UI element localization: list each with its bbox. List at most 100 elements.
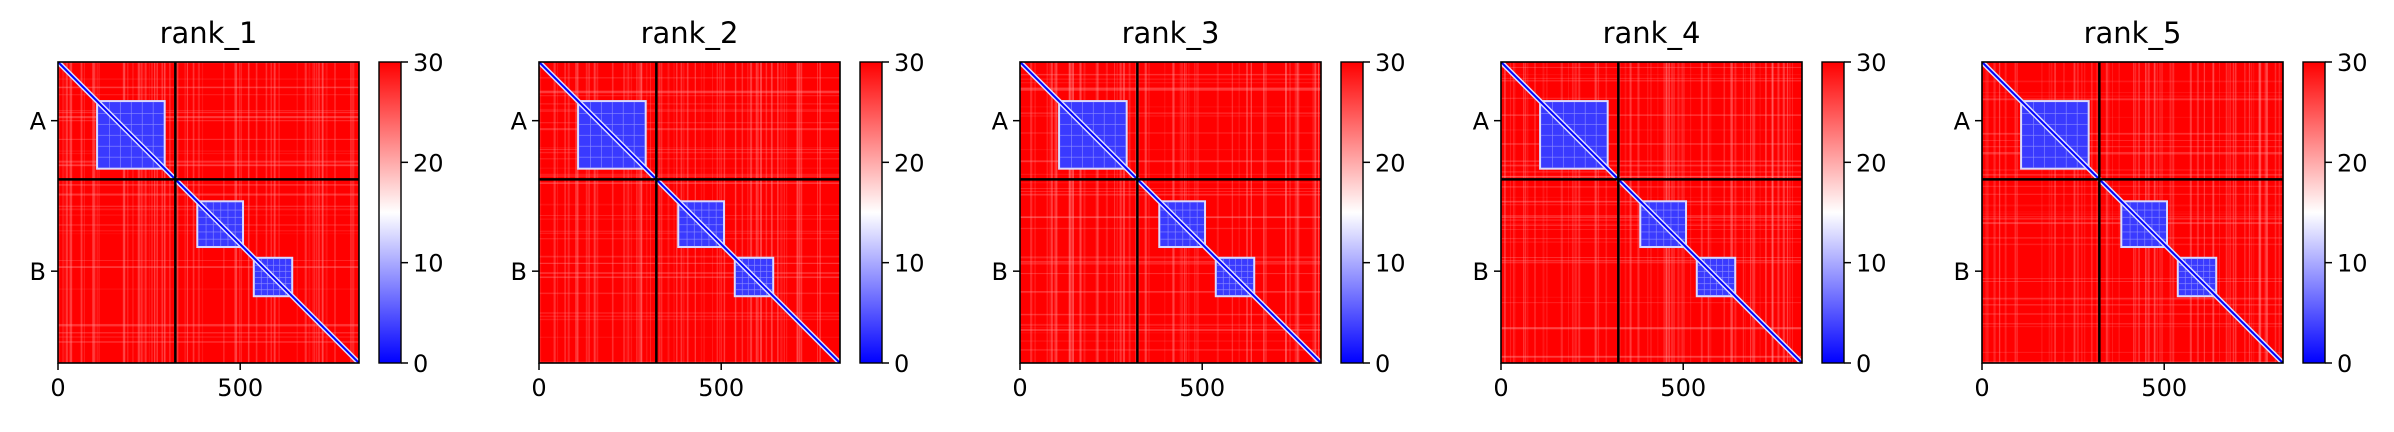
heatmap-streak bbox=[796, 62, 799, 363]
heatmap-streak bbox=[1982, 97, 2283, 99]
heatmap-streak bbox=[58, 138, 359, 140]
heatmap-streak bbox=[539, 173, 840, 176]
heatmap-streak bbox=[156, 62, 158, 363]
y-tick-label: A bbox=[1473, 108, 1490, 136]
heatmap-streak bbox=[777, 62, 779, 363]
heatmap-streak bbox=[312, 62, 314, 363]
y-tick-label: B bbox=[1954, 258, 1970, 286]
heatmap-streak bbox=[1982, 185, 2283, 187]
heatmap-streak bbox=[587, 62, 589, 363]
heatmap-streak bbox=[1772, 62, 1774, 363]
heatmap-streak bbox=[65, 62, 68, 363]
heatmap-streak bbox=[1501, 260, 1802, 262]
heatmap-streak bbox=[1982, 146, 2283, 148]
heatmap-streak bbox=[1771, 62, 1774, 363]
heatmap-streak bbox=[1789, 62, 1791, 363]
colorbar bbox=[378, 61, 402, 364]
heatmap-streak bbox=[1318, 62, 1320, 363]
heatmap-streak bbox=[1020, 78, 1321, 80]
heatmap-streak bbox=[132, 62, 134, 363]
heatmap-streak bbox=[1095, 62, 1098, 363]
heatmap-panel-2: rank_2 0 500 A B 0 10 20 30 bbox=[511, 16, 925, 402]
heatmap-streak bbox=[1020, 323, 1321, 326]
heatmap-streak bbox=[1707, 62, 1709, 363]
heatmap-streak bbox=[1020, 340, 1321, 342]
heatmap-streak bbox=[585, 62, 588, 363]
y-tick-label: A bbox=[992, 108, 1009, 136]
heatmap-streak bbox=[1020, 173, 1321, 175]
heatmap-streak bbox=[798, 62, 801, 363]
heatmap-streak bbox=[539, 262, 840, 264]
heatmap-block-grid bbox=[1641, 238, 1686, 240]
heatmap-streak bbox=[1501, 77, 1802, 79]
heatmap-streak bbox=[2248, 62, 2251, 363]
colorbar-tick-label: 0 bbox=[413, 350, 428, 378]
heatmap-streak bbox=[58, 164, 359, 167]
heatmap-streak bbox=[192, 62, 195, 363]
heatmap-streak bbox=[1546, 62, 1548, 363]
heatmap-streak bbox=[2014, 62, 2017, 363]
heatmap-frame bbox=[538, 61, 841, 364]
heatmap-streak bbox=[1284, 62, 1286, 363]
colorbar bbox=[859, 61, 883, 364]
heatmap-streak bbox=[1020, 328, 1321, 331]
heatmap-streak bbox=[539, 182, 840, 184]
heatmap-streak bbox=[1982, 133, 2283, 135]
heatmap-streak bbox=[588, 62, 590, 363]
heatmap-streak bbox=[766, 62, 768, 363]
heatmap-streak bbox=[741, 62, 743, 363]
heatmap-streak bbox=[593, 62, 596, 363]
colorbar-tick-label: 0 bbox=[1856, 350, 1871, 378]
heatmap-streak bbox=[1501, 328, 1802, 330]
y-tick-label: B bbox=[992, 258, 1008, 286]
heatmap-streak bbox=[58, 120, 359, 122]
heatmap-block-grid bbox=[1060, 145, 1126, 147]
diagonal-line bbox=[1501, 62, 1802, 363]
heatmap-streak bbox=[58, 116, 359, 118]
heatmap-block-grid bbox=[254, 289, 292, 291]
heatmap-streak bbox=[1574, 62, 1576, 363]
heatmap-block-grid bbox=[285, 258, 287, 296]
y-tick-label: B bbox=[511, 258, 527, 286]
heatmap-block-grid bbox=[735, 283, 773, 285]
heatmap-streak bbox=[1982, 140, 2283, 141]
heatmap-streak bbox=[539, 108, 840, 111]
heatmap-block-grid bbox=[1103, 102, 1105, 168]
heatmap-block-grid bbox=[98, 145, 164, 147]
heatmap-streak bbox=[1689, 62, 1692, 363]
heatmap-streak bbox=[1263, 62, 1265, 363]
x-tick-label: 0 bbox=[1012, 374, 1027, 402]
heatmap-streak bbox=[760, 62, 762, 363]
heatmap-block-grid bbox=[2022, 156, 2088, 158]
heatmap-streak bbox=[350, 62, 352, 363]
heatmap-streak bbox=[1510, 62, 1511, 363]
heatmap-streak bbox=[557, 62, 559, 363]
heatmap-streak bbox=[564, 62, 567, 363]
heatmap-streak bbox=[539, 103, 840, 105]
x-tick-label: 0 bbox=[1974, 374, 1989, 402]
heatmap-streak bbox=[539, 255, 840, 258]
heatmap-streak bbox=[539, 95, 840, 97]
y-tick-label: A bbox=[30, 108, 47, 136]
heatmap-streak bbox=[539, 292, 840, 295]
heatmap-block-grid bbox=[141, 102, 143, 168]
heatmap-streak bbox=[539, 167, 840, 169]
panel-title: rank_1 bbox=[160, 16, 258, 50]
heatmap-streak bbox=[1998, 62, 2000, 363]
colorbar-tick-label: 0 bbox=[1375, 350, 1390, 378]
heatmap-streak bbox=[1982, 173, 2283, 176]
heatmap-streak bbox=[770, 62, 772, 363]
colorbar-tick-label: 10 bbox=[894, 250, 925, 278]
heatmap-streak bbox=[749, 62, 751, 363]
heatmap-streak bbox=[1289, 62, 1292, 363]
colorbar-tick-label: 10 bbox=[413, 250, 444, 278]
heatmap-streak bbox=[630, 62, 633, 363]
heatmap-streak bbox=[1246, 62, 1249, 363]
heatmap-streak bbox=[1982, 323, 2283, 325]
heatmap-streak bbox=[278, 62, 280, 363]
heatmap-block-grid bbox=[1247, 258, 1249, 296]
heatmap-streak bbox=[1749, 62, 1752, 363]
heatmap-streak bbox=[673, 62, 675, 363]
heatmap-streak bbox=[161, 62, 164, 363]
heatmap-streak bbox=[539, 91, 840, 94]
